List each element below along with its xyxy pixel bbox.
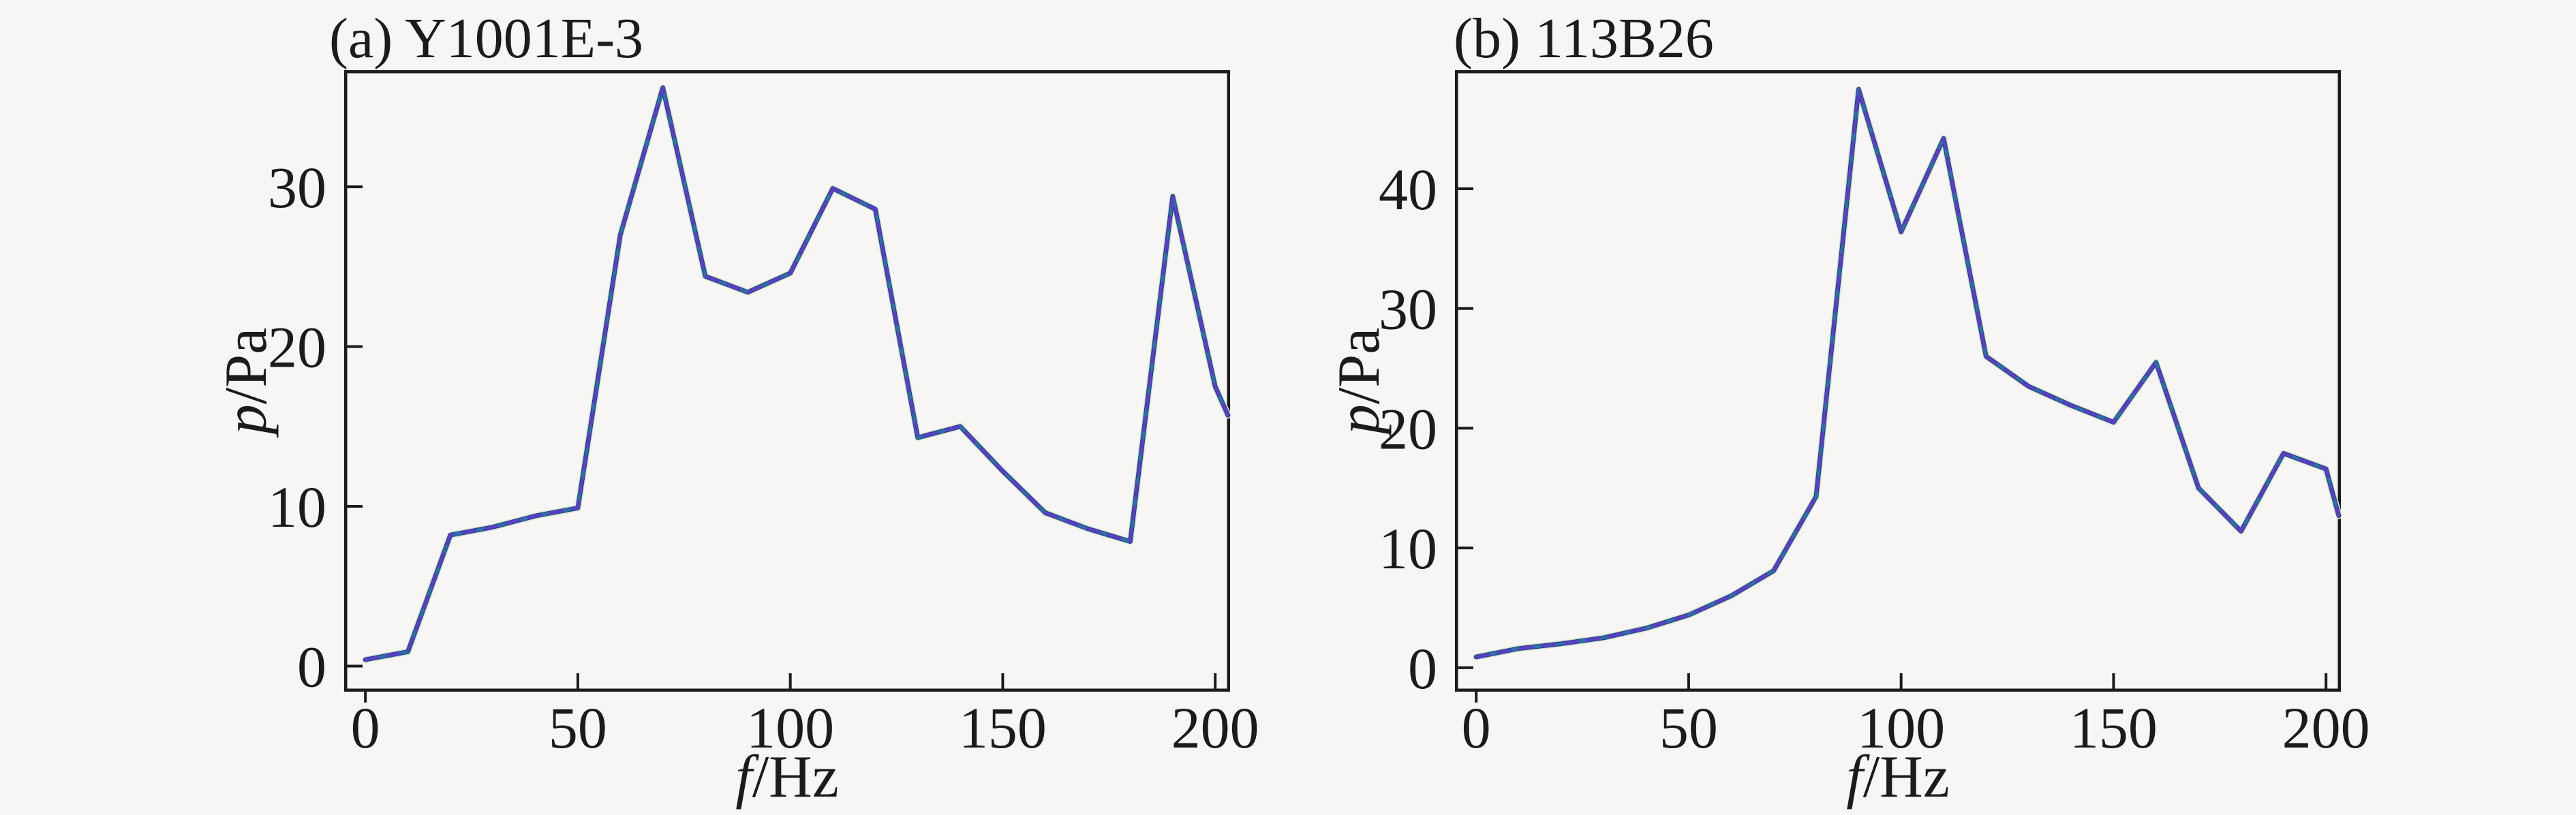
panel-a-plot-area: 0 50 100 150 200 0 10 20 30 <box>268 70 1259 760</box>
panel-b-plot-area: 0 50 100 150 200 0 10 20 30 40 <box>1379 70 2370 760</box>
axes-frame <box>1455 70 2341 692</box>
panel-a-x-axis-label: f/Hz <box>651 740 923 815</box>
panel-a-title: (a) Y1001E-3 <box>329 7 644 70</box>
axes-frame <box>344 70 1230 692</box>
panel-b-x-axis-label: f/Hz <box>1762 740 2034 815</box>
y-tick-label: 20 <box>268 315 326 380</box>
x-axis-variable: f <box>735 744 752 810</box>
y-tick-label: 30 <box>1379 277 1437 342</box>
x-tick-label: 0 <box>351 695 380 760</box>
data-line-layer-4 <box>363 86 1230 662</box>
x-tick-label: 50 <box>549 695 607 760</box>
data-line-layer-3 <box>363 86 1230 662</box>
y-axis-variable: p <box>213 404 279 435</box>
y-tick-label: 10 <box>1379 516 1437 581</box>
x-tick-label: 150 <box>959 695 1047 760</box>
data-line-layer-1 <box>1473 87 2342 660</box>
x-tick-label: 150 <box>2070 695 2158 760</box>
x-tick-label: 50 <box>1659 695 1718 760</box>
data-line-layer-2 <box>363 85 1231 662</box>
data-line-layer-0 <box>362 84 1231 664</box>
y-tick-label: 30 <box>268 155 326 220</box>
y-tick-label: 40 <box>1379 157 1437 222</box>
y-tick-label: 0 <box>1408 636 1437 701</box>
x-tick-label: 100 <box>746 695 834 760</box>
data-line-layer-3 <box>1474 87 2341 659</box>
y-tick-label: 20 <box>1379 396 1437 461</box>
x-tick-label: 100 <box>1857 695 1945 760</box>
data-line-layer-2 <box>1473 87 2342 660</box>
x-axis-unit: /Hz <box>752 744 839 810</box>
y-tick-label: 10 <box>268 474 326 540</box>
x-tick-label: 200 <box>2282 695 2370 760</box>
data-line-layer-4 <box>1474 87 2341 659</box>
x-axis-variable: f <box>1846 744 1863 810</box>
x-tick-label: 0 <box>1462 695 1491 760</box>
panel-b-title: (b) 113B26 <box>1454 7 1714 70</box>
x-tick-label: 200 <box>1171 695 1259 760</box>
panel-a-y-axis-label: p/Pa <box>209 279 284 483</box>
y-tick-label: 0 <box>297 634 326 699</box>
data-line-layer-1 <box>363 84 1231 663</box>
x-axis-unit: /Hz <box>1862 744 1950 810</box>
data-line-layer-0 <box>1473 86 2342 661</box>
